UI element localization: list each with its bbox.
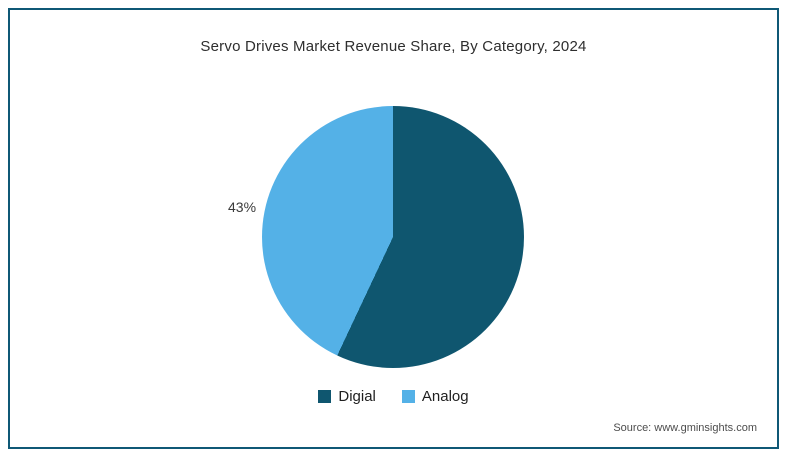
- digital-swatch-icon: [318, 390, 332, 403]
- pie-chart: [262, 106, 524, 368]
- legend-label-digital: Digial: [338, 388, 376, 405]
- analog-percent-label: 43%: [228, 199, 257, 215]
- source-attribution: Source: www.gminsights.com: [613, 422, 757, 434]
- legend-label-analog: Analog: [421, 388, 469, 405]
- analog-swatch-icon: [401, 390, 415, 403]
- legend: Digial Analog: [0, 388, 787, 405]
- chart-title: Servo Drives Market Revenue Share, By Ca…: [200, 38, 587, 55]
- legend-item-analog: Analog: [401, 388, 469, 405]
- legend-item-digital: Digial: [318, 388, 376, 405]
